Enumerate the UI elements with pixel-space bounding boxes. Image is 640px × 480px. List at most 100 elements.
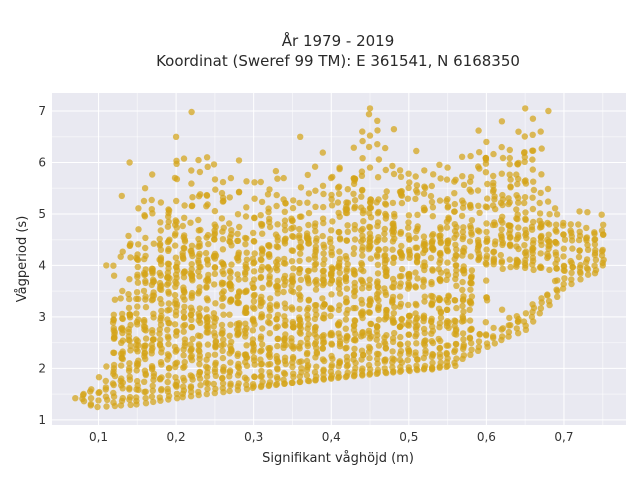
scatter-point: [141, 324, 149, 331]
scatter-point: [483, 294, 490, 301]
scatter-point: [173, 390, 181, 397]
scatter-point: [250, 237, 257, 245]
scatter-point: [267, 295, 274, 302]
scatter-point: [117, 295, 124, 302]
scatter-point: [430, 171, 437, 178]
scatter-point: [374, 261, 382, 268]
scatter-point: [257, 178, 264, 186]
scatter-point: [289, 272, 296, 279]
scatter-point: [429, 339, 437, 347]
scatter-point: [110, 262, 117, 269]
scatter-point: [351, 236, 359, 243]
scatter-point: [134, 263, 141, 271]
scatter-point: [428, 317, 435, 325]
scatter-point: [227, 380, 234, 387]
scatter-point: [274, 221, 281, 228]
scatter-point: [119, 337, 127, 344]
scatter-point: [149, 336, 157, 343]
scatter-point: [390, 319, 397, 326]
scatter-point: [404, 357, 411, 364]
scatter-point: [444, 196, 451, 203]
scatter-point: [451, 347, 459, 354]
scatter-point: [352, 365, 359, 372]
scatter-point: [583, 264, 591, 272]
scatter-point: [451, 221, 458, 228]
scatter-point: [282, 322, 289, 329]
scatter-point: [335, 373, 343, 380]
scatter-point: [281, 222, 288, 229]
scatter-point: [406, 235, 413, 242]
scatter-point: [443, 276, 450, 283]
scatter-point: [483, 277, 490, 284]
scatter-point: [366, 370, 374, 377]
scatter-point: [156, 235, 163, 243]
scatter-point: [203, 295, 211, 302]
scatter-point: [350, 144, 357, 151]
scatter-point: [350, 351, 358, 358]
scatter-point: [181, 336, 189, 343]
scatter-point: [505, 322, 512, 329]
scatter-point: [467, 279, 474, 286]
scatter-point: [274, 335, 281, 343]
scatter-point: [312, 339, 320, 346]
scatter-point: [342, 316, 350, 323]
scatter-point: [158, 361, 165, 368]
scatter-point: [405, 366, 412, 374]
scatter-point: [126, 386, 133, 393]
scatter-point: [304, 349, 311, 357]
scatter-point: [406, 251, 414, 258]
scatter-point: [172, 242, 179, 249]
scatter-point: [274, 267, 281, 274]
scatter-point: [118, 192, 126, 200]
scatter-point: [474, 187, 482, 194]
scatter-point: [458, 153, 466, 160]
scatter-point: [515, 258, 522, 266]
scatter-point: [219, 330, 226, 337]
scatter-point: [180, 328, 187, 335]
scatter-point: [172, 271, 180, 278]
scatter-point: [259, 230, 266, 237]
scatter-point: [452, 176, 459, 183]
scatter-point: [529, 156, 536, 163]
scatter-point: [460, 352, 468, 359]
scatter-point: [436, 345, 443, 352]
scatter-point: [243, 304, 250, 311]
scatter-point: [375, 196, 382, 203]
scatter-point: [312, 376, 319, 383]
scatter-point: [227, 238, 234, 246]
scatter-point: [584, 271, 592, 278]
scatter-point: [583, 224, 590, 232]
scatter-point: [196, 342, 203, 349]
scatter-point: [506, 241, 514, 249]
scatter-point: [359, 186, 366, 194]
scatter-point: [404, 340, 412, 347]
scatter-point: [382, 144, 389, 152]
scatter-point: [110, 399, 117, 406]
scatter-point: [280, 196, 287, 203]
scatter-point: [103, 363, 110, 370]
scatter-point: [189, 202, 196, 209]
x-tick-label: 0,1: [89, 430, 108, 444]
scatter-point: [453, 355, 460, 362]
scatter-point: [544, 254, 551, 262]
scatter-point: [251, 259, 258, 266]
scatter-point: [95, 374, 103, 381]
scatter-point: [359, 314, 366, 322]
scatter-point: [397, 367, 405, 374]
scatter-point: [135, 226, 142, 233]
scatter-point: [351, 317, 358, 324]
scatter-point: [389, 299, 396, 306]
scatter-point: [135, 316, 142, 323]
scatter-point: [467, 274, 475, 281]
scatter-point: [150, 370, 158, 377]
scatter-point: [280, 341, 288, 348]
scatter-point: [413, 365, 420, 373]
scatter-point: [141, 255, 148, 263]
scatter-point: [298, 213, 305, 220]
scatter-point: [125, 232, 132, 240]
scatter-point: [187, 270, 194, 277]
scatter-point: [218, 189, 226, 197]
scatter-point: [405, 219, 412, 226]
scatter-point: [451, 190, 458, 197]
scatter-point: [189, 335, 196, 343]
